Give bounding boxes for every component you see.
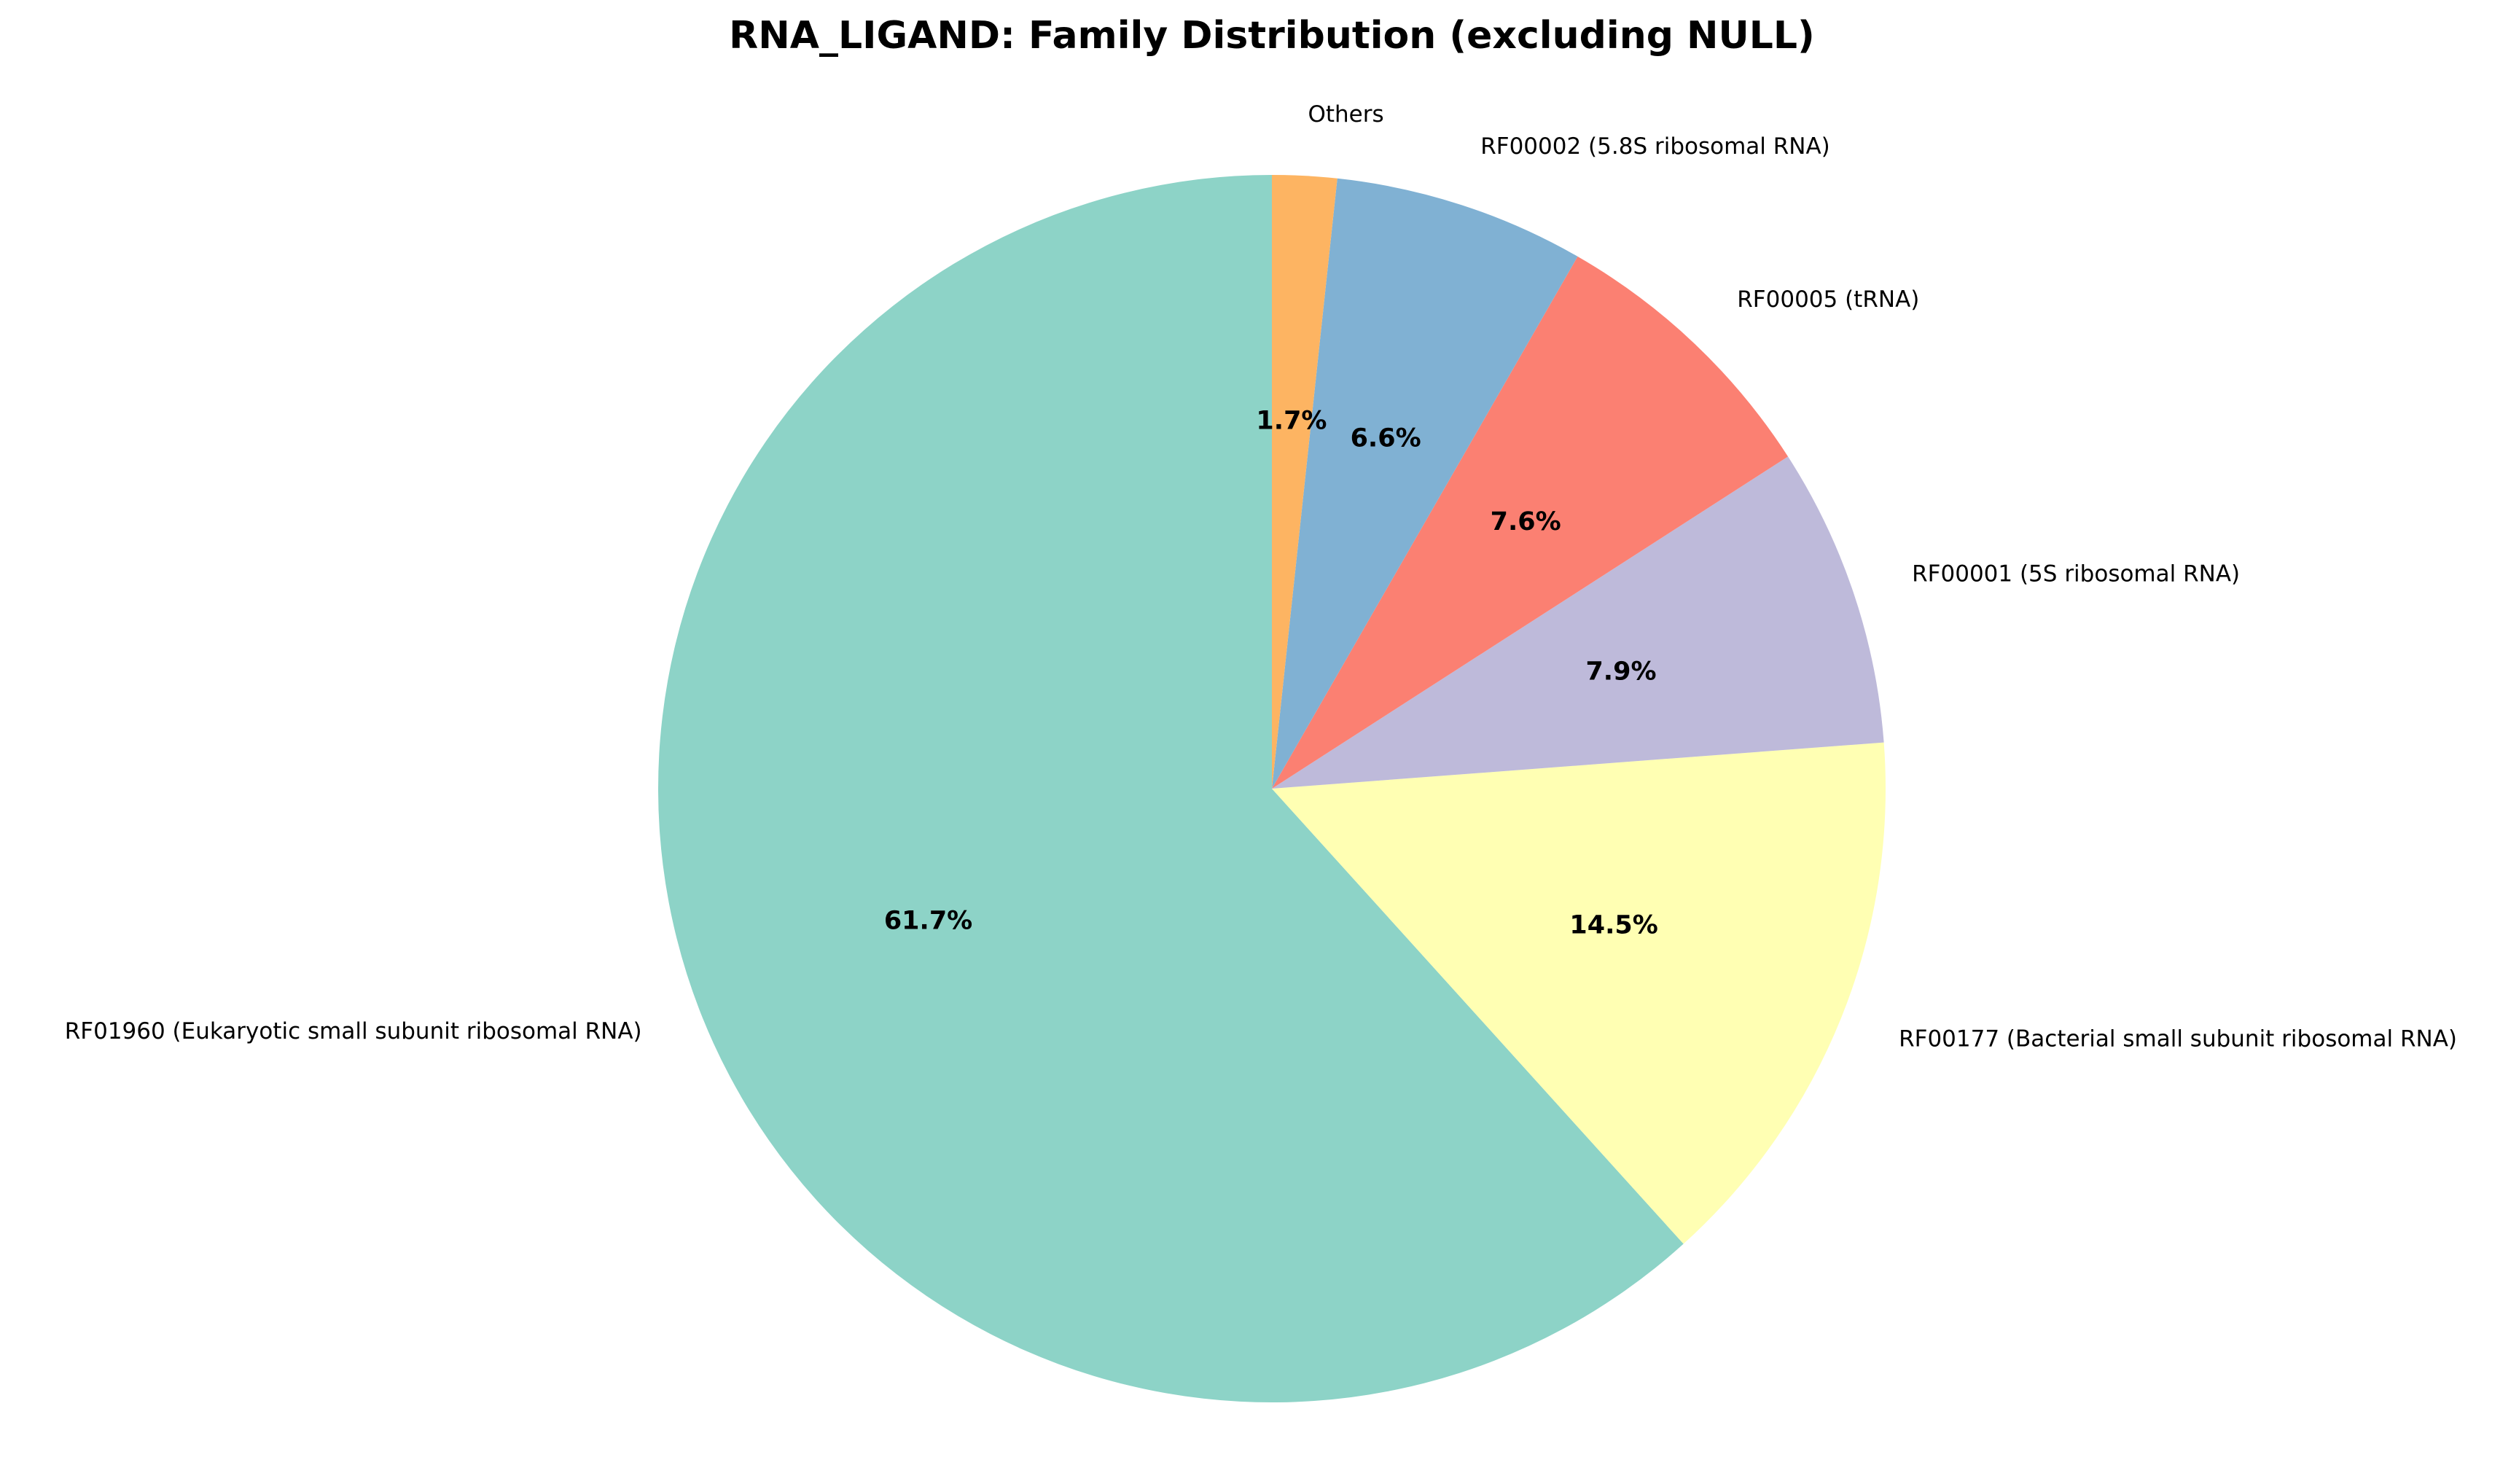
pie-slice-label: RF00001 (5S ribosomal RNA) [1912,561,2240,587]
pie-slice-label: RF00002 (5.8S ribosomal RNA) [1480,133,1830,160]
pie-percent-label: 6.6% [1351,424,1421,453]
pie-slice-label: RF00177 (Bacterial small subunit ribosom… [1899,1026,2457,1053]
pie-percent-label: 14.5% [1569,910,1657,940]
pie-labels: 61.7% RF01960 (Eukaryotic small subunit r… [65,101,2457,1053]
pie-slice-rf00001 [1272,456,1884,789]
pie-slice-rf00177 [1272,742,1886,1244]
pie-slice-rf00005 [1272,256,1789,789]
pie-percent-label: 7.6% [1491,507,1561,536]
pie-percent-label: 1.7% [1256,407,1327,436]
pie-slice-rf00002 [1272,178,1578,789]
pie-slice-label: RF00005 (tRNA) [1737,286,1919,313]
pie-slices [658,175,1886,1402]
pie-percent-label: 61.7% [884,907,972,936]
pie-slice-label: Others [1308,101,1383,128]
chart-title: RNA_LIGAND: Family Distribution (excludi… [729,14,1815,58]
pie-slice-others [1272,175,1337,789]
pie-slice-label: RF01960 (Eukaryotic small subunit riboso… [65,1018,642,1044]
pie-slice-rf01960 [658,175,1684,1402]
pie-percent-label: 7.9% [1585,657,1656,686]
